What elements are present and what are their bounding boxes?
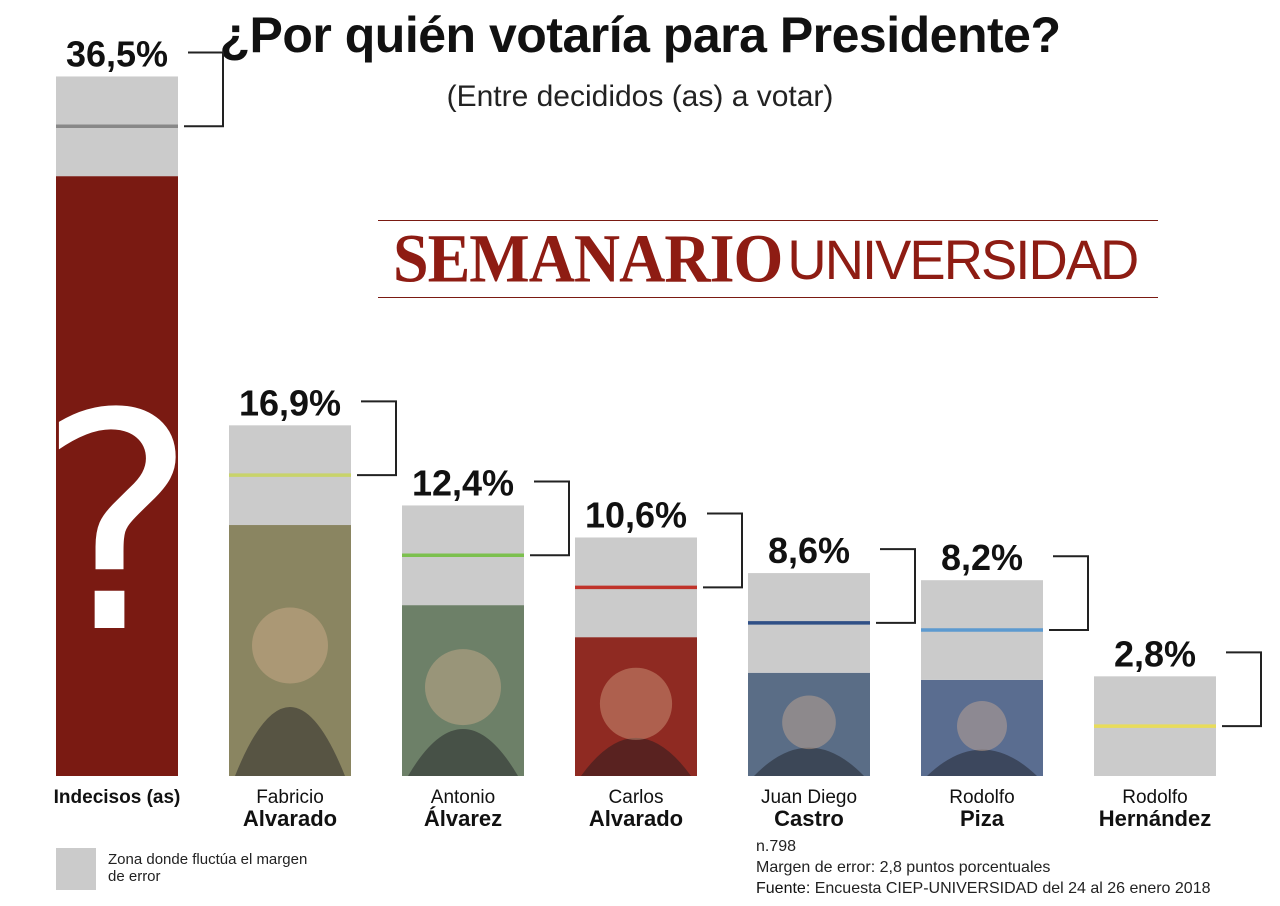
- semanario-universidad-logo: SEMANARIO UNIVERSIDAD: [378, 220, 1158, 298]
- chart-subtitle: (Entre decididos (as) a votar): [446, 80, 834, 113]
- bar-3: [575, 637, 697, 776]
- bar-0: [56, 176, 178, 776]
- portrait-icon: [235, 706, 345, 776]
- category-label-last-3: Alvarado: [589, 806, 683, 831]
- bar-2: [402, 605, 524, 776]
- question-mark-icon: ?: [37, 350, 196, 699]
- value-label-2: 12,4%: [412, 462, 514, 503]
- portrait-icon: [581, 737, 691, 776]
- bar-5: [921, 679, 1043, 776]
- logo-part-semanario: SEMANARIO: [393, 220, 783, 297]
- error-bracket-0: [184, 51, 224, 128]
- category-label-last-4: Castro: [774, 806, 844, 831]
- category-label-last-6: Hernández: [1099, 806, 1211, 831]
- category-label-first-5: Rodolfo: [949, 787, 1015, 808]
- category-label-first-1: Fabricio: [256, 787, 324, 808]
- value-label-0: 36,5%: [66, 33, 168, 74]
- error-bracket-4: [876, 548, 916, 624]
- error-bracket-5: [1049, 555, 1089, 632]
- portrait-icon: [754, 747, 864, 776]
- logo-part-universidad: UNIVERSIDAD: [787, 227, 1140, 291]
- chart-title: ¿Por quién votaría para Presidente?: [219, 7, 1061, 63]
- portrait-icon: [408, 729, 518, 776]
- category-label-last-1: Alvarado: [243, 806, 337, 831]
- value-label-5: 8,2%: [941, 537, 1023, 578]
- bar-4: [748, 672, 870, 776]
- category-label-first-6: Rodolfo: [1122, 787, 1188, 808]
- value-label-3: 10,6%: [585, 494, 687, 535]
- error-margin-note: Margen de error: 2,8 puntos porcentuales: [756, 859, 1051, 876]
- value-label-4: 8,6%: [768, 530, 850, 571]
- category-label-first-3: Carlos: [609, 787, 664, 808]
- portrait-face-icon: [957, 701, 1007, 752]
- chart-notes: n.798 Margen de error: 2,8 puntos porcen…: [756, 836, 1276, 899]
- source-text: Encuesta CIEP-UNIVERSIDAD del 24 al 26 e…: [814, 880, 1211, 897]
- category-label-last-2: Álvarez: [424, 806, 502, 831]
- value-label-1: 16,9%: [239, 382, 341, 423]
- portrait-face-icon: [599, 667, 673, 740]
- bar-1: [229, 525, 351, 776]
- portrait-icon: [927, 749, 1037, 776]
- category-label-first-2: Antonio: [431, 787, 495, 808]
- source-label: Fuente:: [756, 880, 811, 897]
- legend-label: Zona donde fluctúa el margen de error: [108, 851, 308, 885]
- value-label-6: 2,8%: [1114, 633, 1196, 674]
- category-label-first-4: Juan Diego: [761, 787, 857, 808]
- error-bracket-1: [357, 400, 397, 477]
- error-bracket-6: [1222, 651, 1262, 728]
- portrait-face-icon: [252, 607, 328, 684]
- portrait-face-icon: [782, 695, 836, 750]
- error-bracket-3: [703, 512, 743, 589]
- category-label-0: Indecisos (as): [54, 787, 181, 808]
- legend-swatch: [56, 848, 96, 890]
- category-label-last-5: Piza: [960, 806, 1005, 831]
- portrait-face-icon: [425, 649, 501, 726]
- error-bracket-2: [530, 480, 570, 557]
- source-note: Fuente: Encuesta CIEP-UNIVERSIDAD del 24…: [756, 878, 1276, 899]
- sample-size: n.798: [756, 838, 797, 855]
